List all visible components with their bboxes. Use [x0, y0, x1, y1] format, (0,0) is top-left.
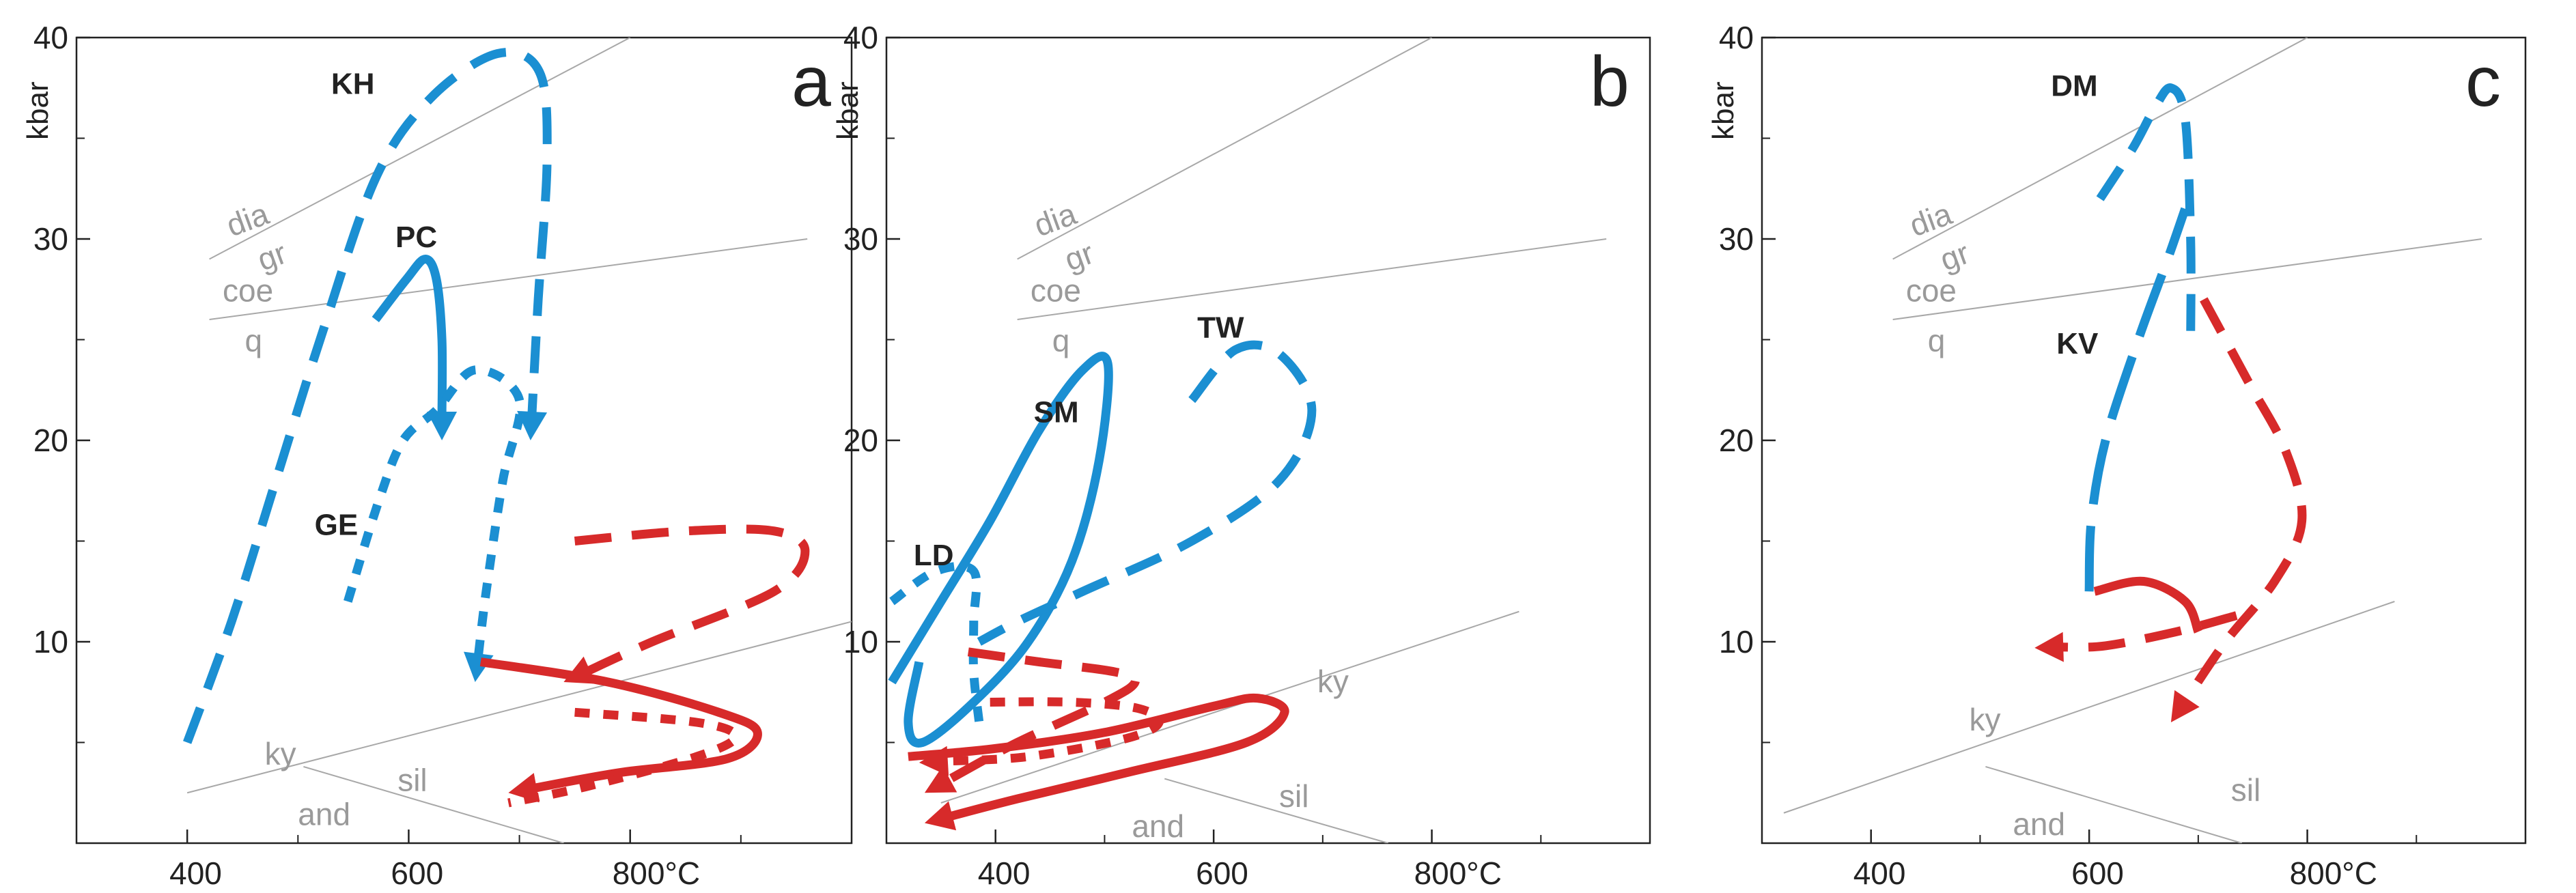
- phase-line-dia-gr: [1892, 38, 2308, 260]
- y-tick-label: 40: [1719, 20, 1754, 55]
- phase-label-coe: coe: [1031, 272, 1081, 308]
- pt-path-KH: [183, 47, 552, 744]
- phase-line-ky-sil: [1783, 601, 2395, 814]
- x-tick-label: 600: [391, 855, 443, 891]
- pt-path-c-red-dashed-upper: [2181, 297, 2307, 705]
- phase-label-and: and: [298, 796, 350, 832]
- panel-frame: [885, 36, 1651, 845]
- arrowhead-c-red-dashed-lower: [2034, 632, 2064, 662]
- path-label-PC: PC: [395, 221, 437, 254]
- path-label-KH: KH: [331, 68, 375, 101]
- pt-path-DM: [2096, 83, 2196, 340]
- y-tick-label: 10: [33, 624, 68, 660]
- path-label-SM: SM: [1034, 395, 1079, 429]
- phase-line-coe-q: [1892, 238, 2482, 320]
- phase-label-ky: ky: [1969, 702, 2000, 737]
- x-tick-label: 800°C: [613, 855, 700, 891]
- y-tick-label: 30: [1719, 221, 1754, 257]
- phase-label-coe: coe: [1906, 272, 1957, 308]
- panel-letter: c: [2465, 42, 2501, 122]
- phase-label-ky: ky: [265, 736, 296, 771]
- phase-label-gr: gr: [1935, 235, 1974, 278]
- phase-label-ky: ky: [1317, 664, 1349, 699]
- pt-path-c-red-solid: [2093, 576, 2203, 634]
- y-tick-label: 20: [33, 423, 68, 458]
- phase-label-q: q: [244, 323, 262, 358]
- arrowhead-PC: [427, 412, 458, 440]
- x-tick-label: 800°C: [1414, 855, 1502, 891]
- phase-label-coe: coe: [223, 272, 273, 308]
- y-tick-label: 10: [843, 624, 878, 660]
- phase-label-sil: sil: [397, 762, 427, 797]
- pt-path-TW: [977, 340, 1317, 646]
- y-axis-label: kbar: [831, 81, 865, 140]
- y-tick-label: 10: [1719, 624, 1754, 660]
- phase-label-dia: dia: [222, 195, 274, 243]
- x-tick-label: 400: [1853, 855, 1906, 891]
- pt-path-PC: [372, 255, 447, 416]
- x-tick-label: 600: [1196, 855, 1248, 891]
- pt-path-a-red-dashed: [574, 524, 810, 677]
- pt-path-a-red-solid: [479, 657, 762, 793]
- panel-letter: a: [792, 42, 831, 122]
- pt-path-LD: [889, 561, 984, 723]
- y-tick-label: 20: [1719, 423, 1754, 458]
- path-label-DM: DM: [2051, 70, 2097, 103]
- path-label-TW: TW: [1197, 311, 1244, 345]
- phase-label-dia: dia: [1029, 195, 1081, 243]
- phase-line-coe-q: [209, 238, 808, 320]
- panel-letter: b: [1590, 42, 1629, 122]
- x-tick-label: 600: [2071, 855, 2124, 891]
- y-tick-label: 40: [843, 20, 878, 55]
- phase-line-sil-and: [303, 765, 564, 843]
- pt-path-KV: [2084, 207, 2189, 592]
- phase-label-q: q: [1928, 323, 1946, 358]
- phase-label-and: and: [1132, 808, 1184, 844]
- phase-line-dia-gr: [209, 38, 631, 260]
- y-tick-label: 30: [33, 221, 68, 257]
- phase-line-coe-q: [1017, 238, 1607, 320]
- pt-path-a-red-dotted: [507, 707, 740, 808]
- phase-label-and: and: [2013, 806, 2065, 842]
- pt-path-c-red-dashed-lower: [2059, 611, 2238, 652]
- y-tick-label: 40: [33, 20, 68, 55]
- y-axis-label: kbar: [1707, 81, 1740, 140]
- arrowhead-b-red-solid: [924, 801, 957, 831]
- phase-label-gr: gr: [1060, 235, 1098, 278]
- phase-line-sil-and: [1985, 765, 2243, 843]
- phase-line-ky-sil: [186, 621, 852, 794]
- pt-path-GE: [344, 365, 525, 659]
- path-label-GE: GE: [315, 509, 359, 542]
- x-tick-label: 400: [978, 855, 1031, 891]
- phase-label-sil: sil: [1279, 778, 1308, 814]
- x-tick-label: 800°C: [2290, 855, 2377, 891]
- phase-label-gr: gr: [253, 235, 291, 278]
- path-label-LD: LD: [914, 539, 954, 572]
- phase-label-dia: dia: [1905, 195, 1957, 243]
- panel-frame: [1761, 36, 2527, 845]
- x-tick-label: 400: [169, 855, 222, 891]
- pt-path-b-red-solid: [908, 693, 1289, 821]
- phase-label-q: q: [1052, 323, 1070, 358]
- arrowhead-c-red-dashed-upper: [2170, 690, 2200, 722]
- arrowhead-b-red-dashed: [924, 765, 957, 793]
- path-label-KV: KV: [2056, 327, 2099, 360]
- y-axis-label: kbar: [21, 81, 55, 140]
- phase-line-sil-and: [1164, 778, 1388, 843]
- arrowhead-KH: [517, 410, 548, 440]
- y-tick-label: 30: [843, 221, 878, 257]
- y-tick-label: 20: [843, 423, 878, 458]
- pt-path-SM: [888, 352, 1113, 748]
- phase-line-ky-sil: [940, 610, 1520, 804]
- phase-line-dia-gr: [1017, 38, 1433, 260]
- phase-label-sil: sil: [2231, 772, 2260, 808]
